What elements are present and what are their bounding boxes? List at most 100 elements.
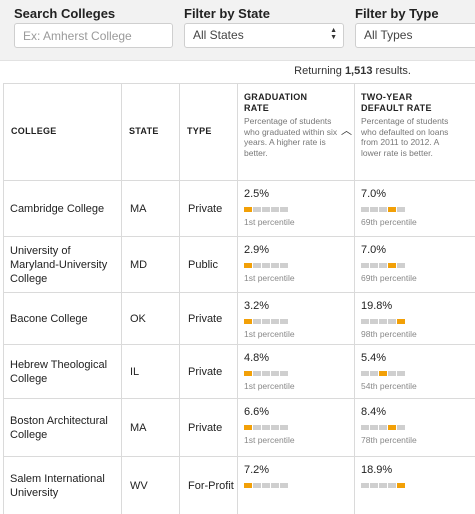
graduation-percentile: 1st percentile (244, 381, 295, 391)
percentile-bar (361, 207, 405, 212)
graduation-rate-value: 4.8% (244, 352, 270, 364)
bar-segment (361, 483, 369, 488)
state-value: OK (130, 313, 146, 325)
default-percentile: 69th percentile (361, 273, 417, 283)
graduation-rate-description: Percentage of students who graduated wit… (244, 116, 338, 158)
percentile-bar (361, 425, 405, 430)
type-select[interactable]: All Types (355, 23, 475, 48)
bar-segment (244, 207, 252, 212)
bar-segment (370, 207, 378, 212)
default-rate-value: 7.0% (361, 188, 387, 200)
bar-segment (262, 371, 270, 376)
table-row: Cambridge College MA Private 2.5% 1st percen… (3, 180, 475, 236)
bar-segment (370, 263, 378, 268)
state-value: WV (130, 480, 148, 492)
bar-segment (397, 483, 405, 488)
table-row: Hebrew Theological College IL Private 4.8% 1… (3, 344, 475, 398)
graduation-rate-value: 2.5% (244, 188, 270, 200)
select-arrows-icon: ▲ ▼ (330, 27, 337, 41)
bar-segment (370, 371, 378, 376)
bar-segment (262, 207, 270, 212)
col-graduation-rate[interactable]: GRADUATION RATE Percentage of students wh… (237, 84, 354, 180)
graduation-percentile: 1st percentile (244, 329, 295, 339)
type-value: Private (188, 366, 223, 378)
college-name[interactable]: Cambridge College (10, 203, 105, 215)
bar-segment (361, 263, 369, 268)
college-name[interactable]: Salem International University (10, 473, 105, 499)
bar-segment (379, 425, 387, 430)
col-state[interactable]: STATE (121, 84, 179, 180)
filter-bar: Search Colleges Filter by State All Stat… (0, 0, 475, 61)
college-name[interactable]: Hebrew Theological College (10, 359, 108, 385)
graduation-percentile: 1st percentile (244, 217, 295, 227)
type-value: Private (188, 203, 223, 215)
table-row: Boston Architectural College MA Private 6.6… (3, 398, 475, 456)
col-college[interactable]: COLLEGE (3, 84, 121, 180)
col-type[interactable]: TYPE (179, 84, 237, 180)
default-percentile: 54th percentile (361, 381, 417, 391)
default-rate-value: 18.9% (361, 464, 393, 476)
bar-segment (253, 483, 261, 488)
search-input[interactable] (14, 23, 173, 48)
graduation-percentile: 1st percentile (244, 435, 295, 445)
state-select[interactable]: All States ▲ ▼ (184, 23, 344, 48)
bar-segment (388, 207, 396, 212)
bar-segment (271, 371, 279, 376)
state-value: MA (130, 422, 147, 434)
bar-segment (370, 425, 378, 430)
bar-segment (379, 319, 387, 324)
college-name[interactable]: Bacone College (10, 313, 88, 325)
bar-segment (253, 207, 261, 212)
bar-segment (361, 425, 369, 430)
state-select-value: All States (193, 28, 244, 42)
state-value: MD (130, 259, 148, 271)
bar-segment (379, 483, 387, 488)
type-value: Public (188, 259, 218, 271)
bar-segment (397, 319, 405, 324)
percentile-bar (361, 319, 405, 324)
table-row: Salem International University WV For-Prof… (3, 456, 475, 514)
college-name[interactable]: University of Maryland-University Colleg… (10, 245, 108, 285)
sort-ascending-icon[interactable]: ︿ (341, 125, 352, 137)
bar-segment (280, 371, 288, 376)
default-rate-value: 7.0% (361, 244, 387, 256)
bar-segment (388, 425, 396, 430)
college-name[interactable]: Boston Architectural College (10, 415, 108, 441)
default-percentile: 78th percentile (361, 435, 417, 445)
bar-segment (244, 425, 252, 430)
bar-segment (370, 483, 378, 488)
graduation-rate-value: 2.9% (244, 244, 270, 256)
bar-segment (388, 263, 396, 268)
default-percentile: 98th percentile (361, 329, 417, 339)
graduation-rate-value: 7.2% (244, 464, 270, 476)
default-rate-value: 5.4% (361, 352, 387, 364)
bar-segment (361, 319, 369, 324)
bar-segment (397, 207, 405, 212)
bar-segment (280, 319, 288, 324)
bar-segment (379, 371, 387, 376)
bar-segment (271, 483, 279, 488)
bar-segment (271, 263, 279, 268)
bar-segment (253, 319, 261, 324)
percentile-bar (244, 263, 288, 268)
results-number: 1,513 (344, 65, 373, 77)
bar-segment (262, 483, 270, 488)
col-default-rate[interactable]: TWO-YEAR DEFAULT RATE Percentage of stude… (354, 84, 475, 180)
bar-segment (280, 483, 288, 488)
percentile-bar (361, 371, 405, 376)
bar-segment (244, 319, 252, 324)
bar-segment (253, 371, 261, 376)
percentile-bar (361, 263, 405, 268)
state-value: IL (130, 366, 140, 378)
type-value: For-Profit (188, 480, 234, 492)
type-value: Private (188, 422, 223, 434)
bar-segment (244, 263, 252, 268)
state-filter-label: Filter by State (184, 6, 270, 21)
bar-segment (379, 207, 387, 212)
percentile-bar (244, 207, 288, 212)
default-rate-value: 19.8% (361, 300, 393, 312)
percentile-bar (244, 371, 288, 376)
bar-segment (388, 319, 396, 324)
type-value: Private (188, 313, 223, 325)
colleges-table: COLLEGE STATE TYPE GRADUATION RATE Percen… (3, 83, 475, 514)
